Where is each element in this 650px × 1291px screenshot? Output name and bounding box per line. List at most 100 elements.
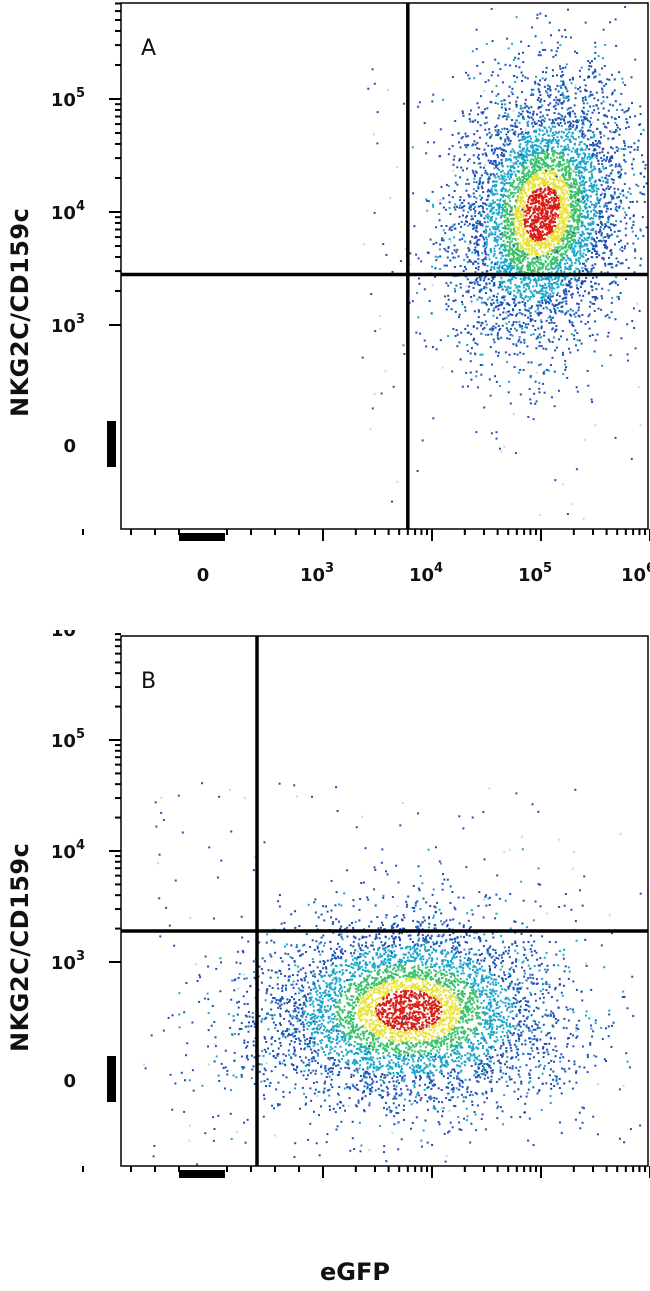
scatter-point bbox=[581, 280, 584, 283]
scatter-point bbox=[542, 347, 545, 350]
scatter-point bbox=[564, 359, 567, 362]
scatter-point bbox=[616, 283, 619, 286]
scatter-point bbox=[563, 146, 566, 149]
scatter-point bbox=[500, 137, 502, 140]
scatter-point bbox=[511, 314, 514, 316]
scatter-point bbox=[498, 284, 501, 286]
scatter-point bbox=[521, 80, 524, 82]
scatter-point bbox=[568, 113, 571, 116]
scatter-point bbox=[454, 290, 457, 293]
scatter-point bbox=[541, 77, 544, 80]
scatter-point bbox=[581, 176, 584, 179]
scatter-point bbox=[494, 188, 497, 191]
scatter-point bbox=[540, 243, 543, 246]
scatter-point bbox=[435, 348, 438, 351]
scatter-point bbox=[538, 268, 541, 271]
scatter-point bbox=[509, 258, 512, 261]
scatter-point bbox=[604, 246, 607, 249]
scatter-point bbox=[502, 187, 505, 190]
scatter-point bbox=[467, 211, 470, 214]
scatter-point bbox=[481, 252, 484, 255]
scatter-point bbox=[619, 199, 622, 202]
scatter-point bbox=[584, 225, 587, 228]
scatter-point bbox=[561, 224, 564, 227]
scatter-point bbox=[522, 170, 524, 173]
scatter-point bbox=[445, 183, 448, 186]
scatter-point bbox=[509, 191, 512, 194]
scatter-point bbox=[503, 179, 506, 182]
scatter-point bbox=[513, 299, 516, 302]
scatter-point bbox=[561, 35, 564, 38]
scatter-point bbox=[599, 132, 602, 135]
scatter-point bbox=[547, 199, 550, 202]
scatter-point bbox=[524, 231, 527, 234]
scatter-point bbox=[525, 149, 528, 152]
scatter-point bbox=[532, 223, 535, 226]
scatter-point bbox=[595, 143, 598, 146]
scatter-point bbox=[489, 135, 492, 138]
scatter-point bbox=[551, 140, 554, 142]
scatter-point bbox=[626, 323, 629, 326]
scatter-point bbox=[507, 213, 510, 215]
scatter-point bbox=[558, 235, 561, 238]
scatter-point bbox=[534, 402, 537, 405]
scatter-point bbox=[500, 174, 503, 177]
scatter-point bbox=[517, 199, 520, 202]
scatter-point bbox=[490, 149, 493, 152]
scatter-point bbox=[527, 263, 529, 266]
scatter-point bbox=[508, 238, 511, 241]
scatter-point bbox=[453, 249, 456, 252]
scatter-point bbox=[602, 28, 605, 31]
scatter-point bbox=[476, 243, 478, 245]
scatter-point bbox=[580, 215, 583, 218]
scatter-point bbox=[610, 208, 612, 211]
scatter-point bbox=[598, 205, 601, 208]
scatter-point bbox=[534, 239, 537, 242]
scatter-point bbox=[524, 98, 527, 101]
scatter-point bbox=[507, 190, 510, 193]
scatter-point bbox=[480, 111, 483, 114]
scatter-point bbox=[590, 163, 592, 165]
scatter-point bbox=[595, 184, 598, 187]
scatter-point bbox=[564, 173, 567, 176]
scatter-point bbox=[617, 165, 620, 168]
scatter-point bbox=[556, 294, 559, 296]
scatter-point bbox=[537, 268, 539, 271]
scatter-point bbox=[494, 220, 497, 223]
scatter-point bbox=[573, 179, 575, 182]
scatter-point bbox=[572, 235, 575, 237]
scatter-point bbox=[473, 205, 476, 208]
scatter-point bbox=[522, 179, 524, 182]
scatter-point bbox=[550, 276, 553, 279]
scatter-point bbox=[539, 290, 542, 292]
scatter-point bbox=[557, 186, 559, 189]
scatter-point bbox=[613, 78, 616, 81]
scatter-point bbox=[609, 156, 612, 159]
scatter-point bbox=[543, 246, 546, 249]
scatter-point bbox=[516, 263, 519, 266]
scatter-point bbox=[473, 337, 475, 340]
scatter-point bbox=[528, 254, 531, 257]
scatter-point bbox=[541, 195, 543, 198]
scatter-point bbox=[560, 232, 563, 235]
scatter-point bbox=[632, 220, 635, 223]
scatter-point bbox=[565, 63, 568, 66]
scatter-point bbox=[485, 323, 488, 326]
scatter-point bbox=[534, 205, 537, 207]
scatter-point bbox=[453, 206, 456, 209]
scatter-point bbox=[535, 304, 538, 307]
scatter-point bbox=[593, 213, 596, 215]
scatter-point bbox=[485, 198, 488, 201]
scatter-point bbox=[505, 118, 508, 121]
scatter-point bbox=[533, 290, 536, 293]
scatter-point bbox=[618, 206, 621, 209]
scatter-point bbox=[576, 148, 578, 151]
scatter-point bbox=[591, 220, 594, 223]
scatter-point bbox=[511, 172, 514, 175]
scatter-point bbox=[569, 225, 572, 228]
scatter-point bbox=[638, 309, 641, 312]
scatter-point bbox=[565, 148, 568, 151]
scatter-point bbox=[594, 339, 597, 342]
scatter-point bbox=[561, 187, 564, 190]
scatter-point bbox=[519, 107, 522, 110]
